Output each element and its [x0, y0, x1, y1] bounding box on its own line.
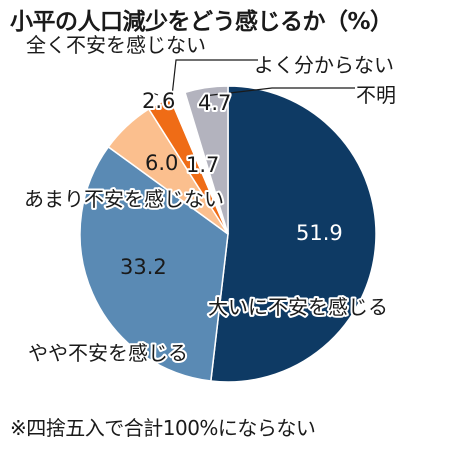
value-not-very-anxious: 6.0: [145, 151, 178, 175]
label-somewhat-anxious: やや不安を感じる: [28, 341, 188, 365]
label-very-anxious: 大いに不安を感じる: [208, 295, 388, 319]
label-not-anxious-at-all: 全く不安を感じない: [26, 33, 206, 57]
leader-lines: [149, 59, 355, 97]
pie-labels: 全く不安を感じないよく分からない不明あまり不安を感じない大いに不安を感じるやや不…: [22, 31, 398, 367]
label-dont-know: よく分からない: [254, 53, 394, 77]
value-somewhat-anxious: 33.2: [120, 255, 167, 279]
slice-somewhat-anxious: [79, 145, 229, 382]
pie-slices: [79, 85, 377, 383]
label-not-very-anxious: あまり不安を感じない: [24, 187, 224, 211]
value-not-anxious-at-all: 2.6: [142, 89, 175, 113]
slice-very-anxious: [210, 85, 377, 383]
label-unknown: 不明: [356, 83, 396, 107]
leader-unknown: [203, 87, 355, 97]
value-very-anxious: 51.9: [296, 221, 343, 245]
leader-not-anxious-at-all: [149, 91, 159, 96]
value-unknown: 4.7: [198, 91, 231, 115]
leader-dont-know: [171, 59, 258, 97]
footnote: ※四捨五入で合計100%にならない: [10, 416, 316, 440]
slice-unknown: [184, 85, 229, 235]
value-dont-know: 1.7: [186, 153, 219, 177]
chart-title: 小平の人口減少をどう感じるか（%）: [10, 9, 393, 35]
